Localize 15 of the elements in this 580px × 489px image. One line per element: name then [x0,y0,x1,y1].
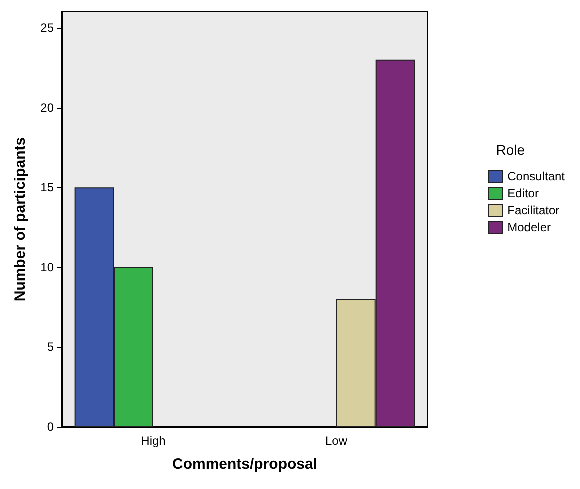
x-tick-label: Low [325,434,348,448]
legend-label: Editor [508,186,539,200]
x-axis-title: Comments/proposal [172,456,318,473]
y-tick-label: 25 [40,20,54,35]
y-axis-title: Number of participants [12,137,29,302]
y-tick-label: 5 [47,340,54,354]
x-tick-label: High [141,434,166,448]
y-tick-label: 15 [40,180,54,195]
y-tick-label: 20 [40,100,54,115]
y-tick-label: 10 [40,260,54,274]
y-tick-label: 0 [47,420,54,434]
legend-title: Role [496,142,526,158]
legend-label: Facilitator [508,204,560,218]
legend-label: Consultant [508,170,566,184]
legend-label: Modeler [508,220,551,234]
